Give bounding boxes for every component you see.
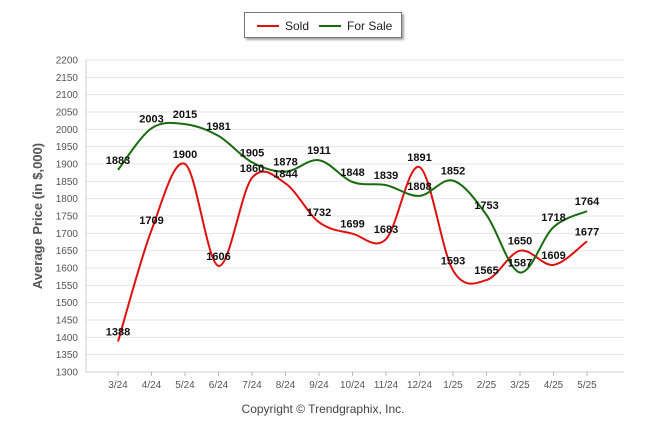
series-line-sold [117,162,588,342]
y-tick-label: 2150 [56,73,79,84]
y-tick-label: 1750 [56,212,79,223]
legend-label-sold: Sold [285,19,310,33]
x-tick-label: 12/24 [407,380,432,391]
y-tick-label: 2200 [56,56,79,67]
legend-item-sold: Sold [257,19,309,33]
legend-swatch-for-sale [319,25,341,27]
data-label-sold: 1565 [474,265,498,277]
data-label-for-sale: 1808 [407,181,431,193]
data-label-sold: 1606 [206,251,230,263]
y-tick-label: 1900 [56,160,79,171]
data-label-for-sale: 1753 [474,200,498,212]
data-label-sold: 1388 [106,326,130,338]
x-tick-label: 4/24 [142,380,162,391]
x-axis-ticks: 3/24 4/24 5/24 6/24 7/24 8/24 9/24 10/24 11/24 12… [108,372,597,391]
legend-label-for-sale: For Sale [347,19,393,33]
data-label-for-sale: 1587 [508,258,532,270]
data-label-sold: 1709 [139,215,163,227]
x-tick-label: 4/25 [544,380,564,391]
x-tick-label: 3/24 [108,380,128,391]
data-label-sold: 1891 [407,152,431,164]
y-tick-label: 2050 [56,108,79,119]
data-label-for-sale: 1848 [340,167,364,179]
y-tick-label: 1600 [56,264,79,275]
y-tick-label: 1450 [56,316,79,327]
data-label-for-sale: 1878 [273,157,297,169]
x-tick-label: 8/24 [276,380,296,391]
y-tick-label: 1500 [56,298,79,309]
data-label-for-sale: 1852 [441,166,465,178]
data-label-sold: 1593 [441,255,465,267]
data-label-sold: 1732 [307,207,331,219]
y-axis-label: Average Price (in $,000) [30,143,45,289]
data-label-for-sale: 1905 [240,147,264,159]
series-lines [117,121,588,342]
data-label-sold: 1650 [508,236,532,248]
x-tick-label: 9/24 [309,380,329,391]
data-label-for-sale: 1981 [206,121,230,133]
y-tick-label: 1800 [56,194,79,205]
y-tick-label: 1300 [56,368,79,379]
y-tick-label: 2100 [56,90,79,101]
data-labels: 1388 1709 1900 1606 1860 1844 1732 1699 1683 1891… [106,109,600,338]
y-axis-ticks: 1300 1350 1400 1450 1500 1550 1600 1650 1700 1750… [56,56,79,379]
data-label-for-sale: 1911 [307,145,331,157]
data-label-for-sale: 1764 [575,196,600,208]
data-label-for-sale: 2003 [139,113,163,125]
legend: Sold For Sale [244,12,402,38]
x-tick-label: 5/24 [175,380,195,391]
x-tick-label: 3/25 [510,380,530,391]
x-tick-label: 7/24 [242,380,262,391]
data-label-for-sale: 1718 [541,212,565,224]
data-label-sold: 1609 [541,250,565,262]
x-tick-label: 1/25 [443,380,463,391]
data-label-sold: 1683 [374,224,398,236]
copyright-text: Copyright © Trendgraphix, Inc. [241,402,405,416]
y-tick-label: 1650 [56,246,79,257]
series-line-for-sale [117,121,588,274]
data-label-sold: 1860 [240,163,264,175]
data-label-sold: 1699 [340,219,364,231]
data-label-sold: 1900 [173,149,197,161]
legend-swatch-sold [257,25,279,27]
y-tick-label: 1550 [56,281,79,292]
x-tick-label: 2/25 [477,380,497,391]
x-tick-label: 6/24 [209,380,229,391]
y-tick-label: 1950 [56,142,79,153]
legend-item-for-sale: For Sale [319,19,392,33]
data-label-sold: 1844 [273,168,298,180]
data-label-for-sale: 2015 [173,109,197,121]
y-tick-label: 1350 [56,350,79,361]
y-tick-label: 2000 [56,125,79,136]
y-tick-label: 1700 [56,229,79,240]
x-tick-label: 10/24 [340,380,365,391]
x-tick-label: 5/25 [577,380,597,391]
data-label-sold: 1677 [575,226,599,238]
data-label-for-sale: 1883 [106,155,130,167]
y-tick-label: 1850 [56,177,79,188]
x-tick-label: 11/24 [374,380,399,391]
data-label-for-sale: 1839 [374,170,398,182]
y-tick-label: 1400 [56,333,79,344]
grid [85,59,624,373]
